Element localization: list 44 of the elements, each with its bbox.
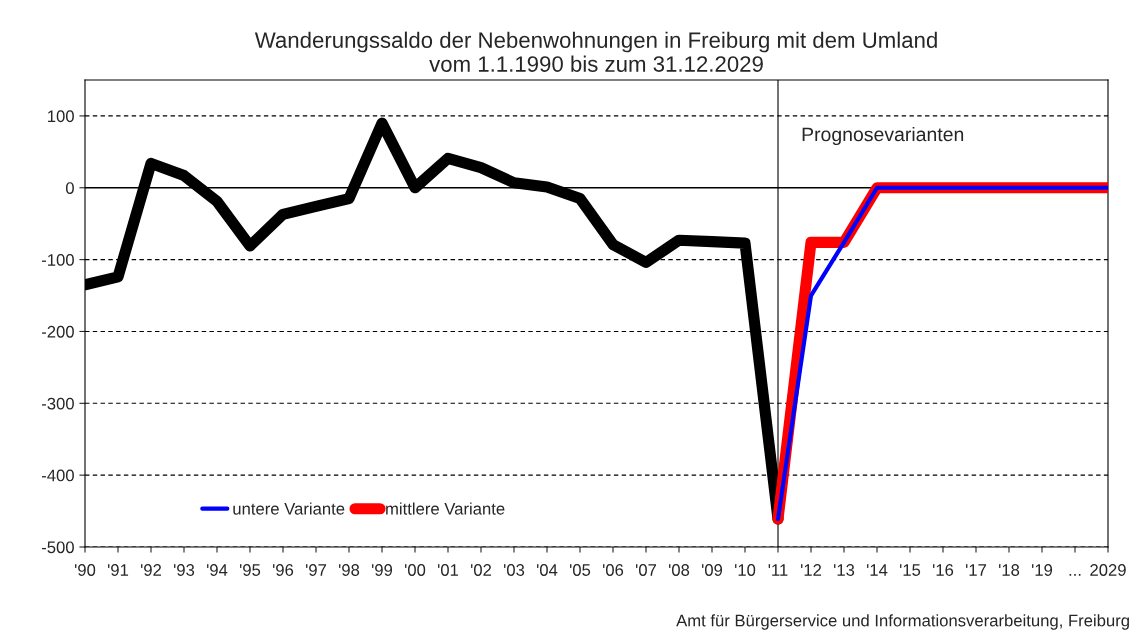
x-tick-label: '05 [569,564,591,576]
x-tick-label: '09 [701,564,723,576]
legend-label: mittlere Variante [386,502,505,515]
x-tick-label: '91 [107,564,129,576]
x-tick-label: '97 [305,564,327,576]
x-tick-label: '10 [734,564,756,576]
x-tick-label: '95 [239,564,261,576]
x-tick-label: '94 [206,564,228,576]
x-tick-label: '02 [470,564,492,576]
x-tick-label: '17 [965,564,987,576]
x-tick-label: '08 [668,564,690,576]
y-tick-label: 100 [48,110,74,123]
x-tick-label: '92 [140,564,162,576]
x-tick-label: '14 [866,564,888,576]
y-tick-label: -400 [41,469,74,482]
y-tick-label: -500 [41,541,74,554]
x-tick-label: '04 [536,564,558,576]
x-tick-label: '13 [833,564,855,576]
text: Amt für Bürgerservice und Informationsverarbeitung, Freiburg [676,614,1129,630]
x-tick-label: '06 [602,564,624,576]
y-tick-label: 0 [65,182,74,194]
x-tick-label: '99 [371,564,393,576]
x-tick-label: 2029 [1090,564,1126,576]
x-tick-label: '07 [635,564,657,576]
legend-label: untere Variante [233,502,345,515]
x-tick-label: '90 [74,564,96,576]
x-tick-label: '11 [768,564,788,576]
x-tick-label: '18 [998,564,1020,576]
x-tick-label: '03 [503,564,525,576]
x-tick-label: '98 [338,564,360,576]
x-tick-label: '16 [932,564,954,576]
x-tick-label: '93 [173,564,195,576]
y-tick-label: -300 [41,397,74,410]
y-tick-label: -100 [41,254,74,266]
chart-title: Wanderungssaldo der Nebenwohnungen in Freiburg mit dem Umland vom 1.1.1990 bis zum 31.12.2029 [254,31,937,72]
x-tick-label: '01 [437,564,459,576]
x-tick-label: '96 [272,564,294,576]
x-tick-label: '19 [1031,564,1053,576]
ref-line-label: Prognosevarianten [802,126,964,146]
y-tick-label: -200 [41,325,74,338]
x-tick-label: '00 [404,564,426,576]
x-tick-label: ... [1069,573,1081,576]
x-tick-label: '15 [899,564,921,576]
x-tick-label: '12 [800,564,822,576]
